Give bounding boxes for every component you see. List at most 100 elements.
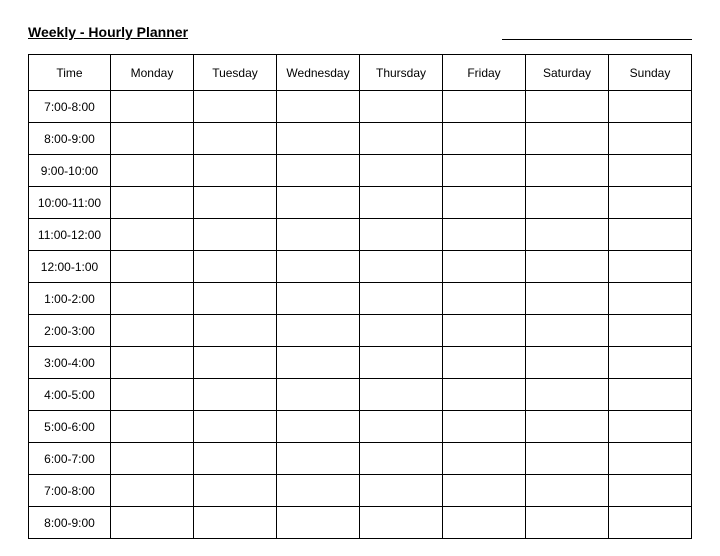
planner-cell [443,251,526,283]
time-cell: 2:00-3:00 [29,315,111,347]
planner-cell [194,123,277,155]
time-cell: 11:00-12:00 [29,219,111,251]
table-row: 5:00-6:00 [29,411,692,443]
planner-cell [360,219,443,251]
planner-cell [111,379,194,411]
planner-cell [443,347,526,379]
planner-cell [194,187,277,219]
planner-cell [111,315,194,347]
planner-cell [277,443,360,475]
planner-cell [277,155,360,187]
planner-cell [111,475,194,507]
planner-cell [609,219,692,251]
col-header-friday: Friday [443,55,526,91]
planner-cell [360,91,443,123]
planner-cell [609,187,692,219]
planner-cell [443,219,526,251]
planner-cell [443,475,526,507]
planner-cell [443,379,526,411]
time-cell: 8:00-9:00 [29,507,111,539]
planner-cell [443,283,526,315]
planner-cell [277,283,360,315]
planner-cell [609,507,692,539]
time-cell: 10:00-11:00 [29,187,111,219]
time-cell: 3:00-4:00 [29,347,111,379]
planner-cell [360,443,443,475]
time-cell: 12:00-1:00 [29,251,111,283]
planner-cell [194,347,277,379]
planner-cell [360,251,443,283]
planner-cell [194,91,277,123]
planner-cell [111,91,194,123]
planner-cell [360,123,443,155]
planner-cell [526,411,609,443]
planner-cell [277,315,360,347]
planner-cell [443,443,526,475]
planner-cell [111,347,194,379]
time-cell: 7:00-8:00 [29,91,111,123]
time-cell: 9:00-10:00 [29,155,111,187]
planner-cell [111,155,194,187]
planner-cell [194,507,277,539]
planner-cell [526,219,609,251]
table-row: 11:00-12:00 [29,219,692,251]
planner-cell [609,347,692,379]
time-cell: 4:00-5:00 [29,379,111,411]
planner-cell [443,187,526,219]
planner-cell [526,475,609,507]
planner-cell [111,187,194,219]
col-header-time: Time [29,55,111,91]
planner-cell [277,475,360,507]
planner-cell [526,507,609,539]
col-header-monday: Monday [111,55,194,91]
planner-cell [526,315,609,347]
planner-cell [526,251,609,283]
planner-cell [609,91,692,123]
planner-cell [111,411,194,443]
planner-cell [609,251,692,283]
planner-cell [277,251,360,283]
table-row: 8:00-9:00 [29,123,692,155]
table-body: 7:00-8:008:00-9:009:00-10:0010:00-11:001… [29,91,692,539]
planner-cell [194,443,277,475]
col-header-wednesday: Wednesday [277,55,360,91]
planner-cell [360,347,443,379]
planner-cell [360,475,443,507]
planner-cell [194,315,277,347]
planner-cell [609,315,692,347]
table-row: 8:00-9:00 [29,507,692,539]
page-title: Weekly - Hourly Planner [28,24,188,40]
planner-cell [111,443,194,475]
planner-cell [443,411,526,443]
planner-cell [111,219,194,251]
planner-cell [111,283,194,315]
table-row: 12:00-1:00 [29,251,692,283]
header: Weekly - Hourly Planner [28,24,692,40]
col-header-sunday: Sunday [609,55,692,91]
planner-cell [609,443,692,475]
table-row: 1:00-2:00 [29,283,692,315]
planner-cell [277,219,360,251]
table-row: 6:00-7:00 [29,443,692,475]
planner-cell [609,155,692,187]
col-header-saturday: Saturday [526,55,609,91]
planner-cell [526,347,609,379]
planner-cell [194,219,277,251]
planner-cell [443,123,526,155]
planner-cell [194,283,277,315]
planner-cell [609,283,692,315]
table-row: 2:00-3:00 [29,315,692,347]
table-row: 3:00-4:00 [29,347,692,379]
col-header-thursday: Thursday [360,55,443,91]
time-cell: 6:00-7:00 [29,443,111,475]
planner-cell [111,507,194,539]
planner-cell [526,123,609,155]
planner-cell [111,251,194,283]
planner-cell [609,475,692,507]
planner-cell [526,283,609,315]
planner-cell [609,123,692,155]
planner-cell [194,379,277,411]
time-cell: 7:00-8:00 [29,475,111,507]
planner-cell [360,411,443,443]
planner-cell [194,475,277,507]
